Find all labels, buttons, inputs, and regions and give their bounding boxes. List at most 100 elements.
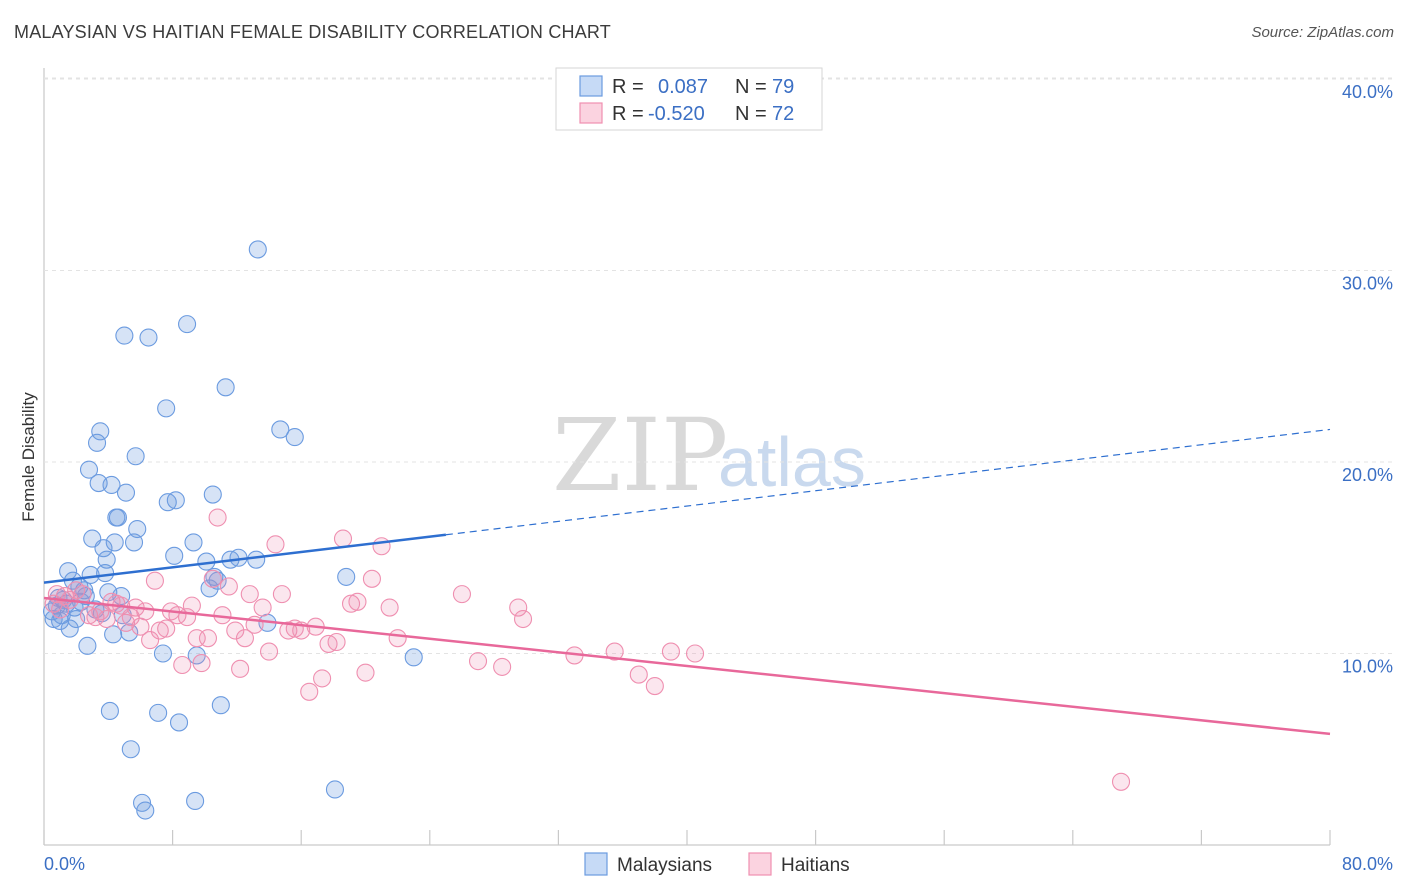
x-tick-label-max: 80.0%: [1342, 854, 1393, 874]
malaysian-point: [211, 696, 230, 715]
malaysian-point: [166, 491, 185, 510]
malaysian-point: [136, 801, 155, 820]
malaysian-point: [178, 315, 197, 334]
haitian-point: [313, 669, 332, 688]
malaysian-point: [203, 485, 222, 504]
haitian-point: [300, 682, 319, 701]
malaysian-point: [216, 378, 235, 397]
source-label: Source: ZipAtlas.com: [1251, 24, 1394, 41]
bottom-legend-swatch-malaysians: [584, 852, 608, 876]
haitian-point: [645, 677, 664, 696]
y-tick-label: 10.0%: [1342, 657, 1393, 677]
haitian-point: [452, 585, 472, 604]
malaysian-point: [169, 713, 189, 732]
malaysians-trend-extension: [445, 428, 1331, 536]
legend-r-label-haitians: R =: [612, 103, 644, 125]
haitian-point: [468, 652, 488, 671]
haitian-point: [253, 598, 272, 617]
haitian-point: [182, 596, 201, 615]
haitian-point: [259, 642, 279, 661]
haitian-point: [240, 585, 259, 604]
malaysian-point: [337, 567, 356, 586]
haitian-point: [173, 655, 192, 675]
watermark-zip: ZIP: [552, 397, 728, 514]
haitian-point: [333, 529, 353, 548]
haitian-point: [629, 665, 648, 684]
malaysian-point: [108, 508, 127, 527]
haitian-point: [362, 569, 381, 588]
malaysian-point: [149, 703, 168, 722]
haitian-point: [341, 594, 361, 613]
malaysian-point: [126, 447, 145, 466]
malaysian-point: [165, 546, 184, 565]
malaysian-point: [79, 460, 99, 479]
haitians-trend-line: [43, 596, 1331, 736]
malaysian-point: [94, 539, 113, 558]
malaysian-point: [121, 740, 140, 759]
haitian-point: [198, 629, 218, 648]
y-tick-label: 20.0%: [1342, 465, 1393, 485]
malaysian-point: [96, 564, 115, 583]
malaysian-point: [128, 519, 147, 539]
haitian-point: [356, 663, 375, 682]
malaysian-point: [102, 475, 121, 495]
malaysian-point: [139, 328, 158, 347]
malaysian-point: [115, 326, 134, 345]
malaysians-points: [42, 240, 423, 820]
malaysian-point: [285, 428, 304, 447]
bottom-legend-label-haitians: Haitians: [781, 855, 850, 876]
legend-swatch-haitians: [579, 102, 603, 124]
bottom-legend-swatch-haitians: [748, 852, 772, 876]
malaysian-point: [153, 644, 173, 663]
malaysian-point: [104, 625, 123, 644]
malaysians-trend-line: [43, 533, 447, 584]
legend-r-value-haitians: -0.520: [648, 103, 705, 125]
haitian-point: [235, 629, 254, 648]
haitian-point: [97, 609, 116, 629]
malaysian-point: [325, 780, 345, 799]
malaysian-point: [186, 791, 205, 811]
haitian-point: [279, 621, 298, 640]
haitian-point: [86, 608, 105, 627]
haitian-point: [605, 642, 624, 661]
malaysian-point: [97, 550, 116, 569]
haitian-point: [136, 602, 155, 621]
haitian-point: [219, 577, 238, 596]
malaysian-point: [124, 533, 144, 552]
haitian-point: [327, 632, 346, 652]
x-tick-label-min: 0.0%: [44, 854, 85, 874]
malaysian-point: [247, 550, 266, 569]
haitian-point: [79, 606, 99, 625]
haitian-point: [203, 569, 222, 588]
y-axis-label: Female Disability: [19, 392, 38, 522]
legend-n-label-haitians: N =: [735, 103, 767, 125]
haitian-point: [388, 629, 407, 648]
malaysian-point: [404, 648, 423, 667]
haitian-point: [1111, 772, 1131, 791]
legend-r-value-malaysians: 0.087: [658, 76, 708, 98]
legend-n-label-malaysians: N =: [735, 76, 767, 98]
malaysian-point: [120, 623, 139, 642]
haitian-point: [272, 585, 291, 604]
malaysian-point: [60, 619, 79, 638]
malaysian-point: [87, 433, 107, 452]
trend-lines: [43, 428, 1331, 736]
malaysian-point: [105, 533, 124, 552]
haitian-point: [231, 659, 250, 678]
malaysian-point: [116, 483, 136, 502]
malaysian-point: [271, 420, 290, 439]
haitian-point: [150, 621, 169, 640]
haitian-point: [141, 631, 160, 650]
haitians-points: [44, 508, 1131, 791]
bottom-legend-label-malaysians: Malaysians: [617, 855, 712, 876]
haitian-point: [266, 535, 285, 554]
malaysian-point: [91, 422, 110, 441]
haitian-point: [208, 508, 227, 527]
haitian-point: [685, 644, 705, 663]
y-tick-label: 30.0%: [1342, 274, 1393, 294]
haitian-point: [116, 613, 136, 632]
legend-r-label-malaysians: R =: [612, 76, 644, 98]
haitian-point: [145, 571, 164, 590]
haitian-point: [493, 657, 512, 676]
